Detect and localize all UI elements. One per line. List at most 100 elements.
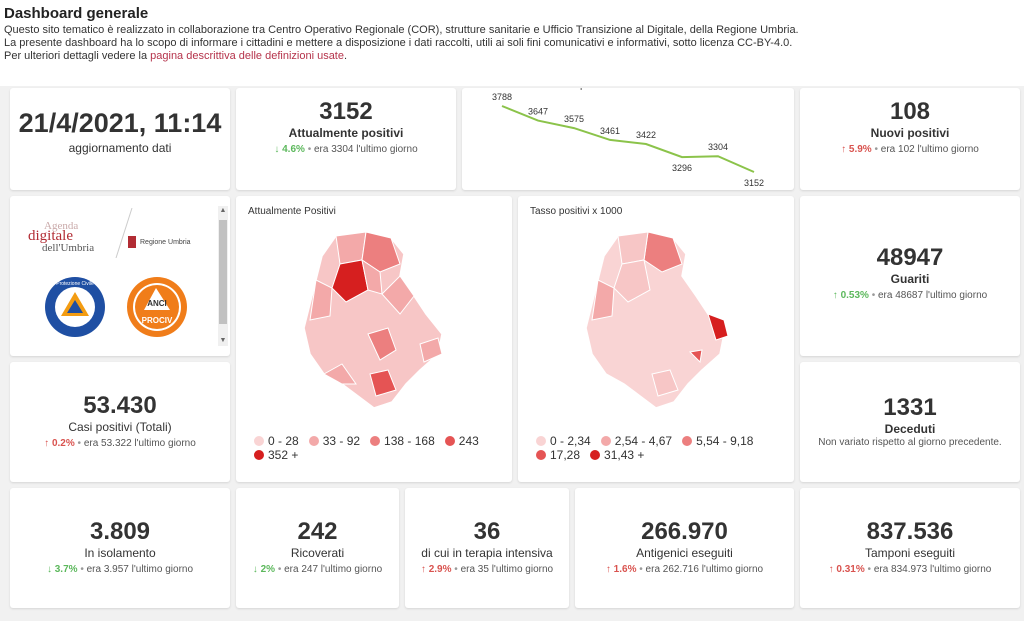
map2-card: Tasso positivi x 1000 0 - 2,34 2,54 - 4,6… xyxy=(518,196,794,482)
terapia-pct: 2.9% xyxy=(428,564,452,575)
ricoverati-pct: 2% xyxy=(260,564,276,575)
nuovi-label: Nuovi positivi xyxy=(870,126,950,140)
arrow-up-icon: ↑ xyxy=(605,564,611,575)
update-card: 21/4/2021, 11:14 aggiornamento dati xyxy=(10,88,230,190)
terapia-value: 36 xyxy=(473,518,501,545)
map2-legend-item: 17,28 xyxy=(536,448,580,462)
logo-divider xyxy=(115,208,133,258)
positivi-trend: ↓ 4.6% • era 3304 l'ultimo giorno xyxy=(274,144,418,155)
intro-line-3-suffix: . xyxy=(343,50,348,62)
legend-swatch-icon xyxy=(536,436,546,446)
regione-umbria-logo: Regione Umbria xyxy=(128,236,191,248)
positivi-label: Attualmente positivi xyxy=(288,126,404,140)
nuovi-prev: era 102 l'ultimo giorno xyxy=(880,144,979,155)
map2-legend: 0 - 2,34 2,54 - 4,67 5,54 - 9,18 17,28 31,43… xyxy=(536,434,786,462)
isolamento-value: 3.809 xyxy=(89,518,151,545)
map2-title: Tasso positivi x 1000 xyxy=(530,206,623,217)
data-label: 3422 xyxy=(636,130,656,140)
tamponi-pct: 0.31% xyxy=(836,564,865,575)
agenda-digitale-logo: Agenda digitale dell'Umbria xyxy=(28,220,128,260)
positivi-value: 3152 xyxy=(319,98,373,125)
legend-swatch-icon xyxy=(590,450,601,460)
legend-label: 2,54 - 4,67 xyxy=(614,434,673,448)
arrow-up-icon: ↑ xyxy=(841,144,847,155)
map2-legend-item: 0 - 2,34 xyxy=(536,434,591,448)
scroll-down-icon[interactable]: ▼ xyxy=(219,337,227,344)
legend-label: 33 - 92 xyxy=(322,434,361,448)
page-title: Dashboard generale xyxy=(4,5,149,22)
definitions-link[interactable]: pagina descrittiva delle definizioni usa… xyxy=(150,50,344,62)
terapia-label: di cui in terapia intensiva xyxy=(421,546,553,560)
anci-prociv-logo: ANCI PROCIV xyxy=(127,277,187,337)
legend-label: 0 - 28 xyxy=(268,434,299,448)
guariti-pct: 0.53% xyxy=(840,290,869,301)
isolamento-card: 3.809 In isolamento ↓ 3.7% • era 3.957 l… xyxy=(10,488,230,608)
data-label: 3304 xyxy=(708,142,728,152)
legend-label: 0 - 2,34 xyxy=(550,434,591,448)
logos-scrollbar[interactable]: ▲ ▼ xyxy=(218,206,228,346)
casi-label: Casi positivi (Totali) xyxy=(68,420,172,434)
intro-line-3-prefix: Per ulteriori dettagli vedere la xyxy=(4,50,148,62)
map1-legend-item: 33 - 92 xyxy=(308,434,361,448)
tamponi-prev: era 834.973 l'ultimo giorno xyxy=(873,564,992,575)
legend-label: 243 xyxy=(458,434,479,448)
casi-trend: ↑ 0.2% • era 53.322 l'ultimo giorno xyxy=(44,438,196,449)
chart-title: Andamento attualmente positivi ultima se… xyxy=(482,88,676,90)
update-datetime: 21/4/2021, 11:14 xyxy=(18,108,222,138)
arrow-up-icon: ↑ xyxy=(420,564,426,575)
isolamento-pct: 3.7% xyxy=(54,564,78,575)
isolamento-trend: ↓ 3.7% • era 3.957 l'ultimo giorno xyxy=(46,564,194,575)
data-label: 3575 xyxy=(564,114,584,124)
legend-label: 17,28 xyxy=(550,448,581,462)
arrow-down-icon: ↓ xyxy=(274,144,280,155)
antigenici-card: 266.970 Antigenici eseguiti ↑ 1.6% • era… xyxy=(575,488,794,608)
header: Dashboard generale Questo sito tematico … xyxy=(0,0,1024,86)
data-label: 3296 xyxy=(672,163,692,173)
scrollbar-thumb[interactable] xyxy=(219,220,227,324)
svg-text:ANCI: ANCI xyxy=(147,299,167,308)
antigenici-label: Antigenici eseguiti xyxy=(636,546,733,560)
nuovi-trend: ↑ 5.9% • era 102 l'ultimo giorno xyxy=(841,144,979,155)
isolamento-label: In isolamento xyxy=(84,546,156,560)
guariti-label: Guariti xyxy=(890,272,930,286)
arrow-up-icon: ↑ xyxy=(44,438,50,449)
svg-text:PROCIV: PROCIV xyxy=(142,316,173,325)
regione-label: Regione Umbria xyxy=(140,238,191,246)
ricoverati-value: 242 xyxy=(297,518,338,545)
tamponi-label: Tamponi eseguiti xyxy=(864,546,956,560)
data-label: 3788 xyxy=(492,92,512,102)
guariti-prev: era 48687 l'ultimo giorno xyxy=(878,290,988,301)
casi-value: 53.430 xyxy=(83,392,157,419)
antigenici-pct: 1.6% xyxy=(613,564,637,575)
legend-swatch-icon xyxy=(682,436,693,446)
map1-legend-item: 0 - 28 xyxy=(254,434,299,448)
guariti-card: 48947 Guariti ↑ 0.53% • era 48687 l'ulti… xyxy=(800,196,1020,356)
tamponi-card: 837.536 Tamponi eseguiti ↑ 0.31% • era 8… xyxy=(800,488,1020,608)
agenda-line3: dell'Umbria xyxy=(42,242,95,254)
map2-legend-item: 31,43 + xyxy=(590,448,644,462)
data-label: 3647 xyxy=(528,107,548,117)
legend-label: 352 + xyxy=(268,448,299,462)
arrow-down-icon: ↓ xyxy=(252,564,258,575)
terapia-prev: era 35 l'ultimo giorno xyxy=(460,564,554,575)
logos-card: Agenda digitale dell'Umbria Regione Umbr… xyxy=(10,196,230,356)
intro-line-1: Questo sito tematico è realizzato in col… xyxy=(4,24,799,36)
map1-legend: 0 - 28 33 - 92 138 - 168 243 352 + xyxy=(254,434,504,462)
umbria-map-tasso xyxy=(585,231,729,409)
map1-legend-item: 243 xyxy=(444,434,479,448)
antigenici-prev: era 262.716 l'ultimo giorno xyxy=(645,564,764,575)
trend-chart-card: Andamento attualmente positivi ultima se… xyxy=(462,88,794,190)
nuovi-value: 108 xyxy=(889,98,931,125)
protezione-civile-logo: Protezione Civile xyxy=(45,277,105,337)
antigenici-trend: ↑ 1.6% • era 262.716 l'ultimo giorno xyxy=(605,564,764,575)
map1-title: Attualmente Positivi xyxy=(248,206,336,217)
terapia-card: 36 di cui in terapia intensiva ↑ 2.9% • … xyxy=(405,488,569,608)
map2-legend-item: 5,54 - 9,18 xyxy=(682,434,753,448)
trend-line-chart: Andamento attualmente positivi ultima se… xyxy=(482,88,764,188)
arrow-up-icon: ↑ xyxy=(828,564,834,575)
scroll-up-icon[interactable]: ▲ xyxy=(219,207,227,214)
guariti-trend: ↑ 0.53% • era 48687 l'ultimo giorno xyxy=(832,290,988,301)
legend-swatch-icon xyxy=(254,450,264,460)
legend-label: 31,43 + xyxy=(604,448,645,462)
isolamento-prev: era 3.957 l'ultimo giorno xyxy=(86,564,194,575)
